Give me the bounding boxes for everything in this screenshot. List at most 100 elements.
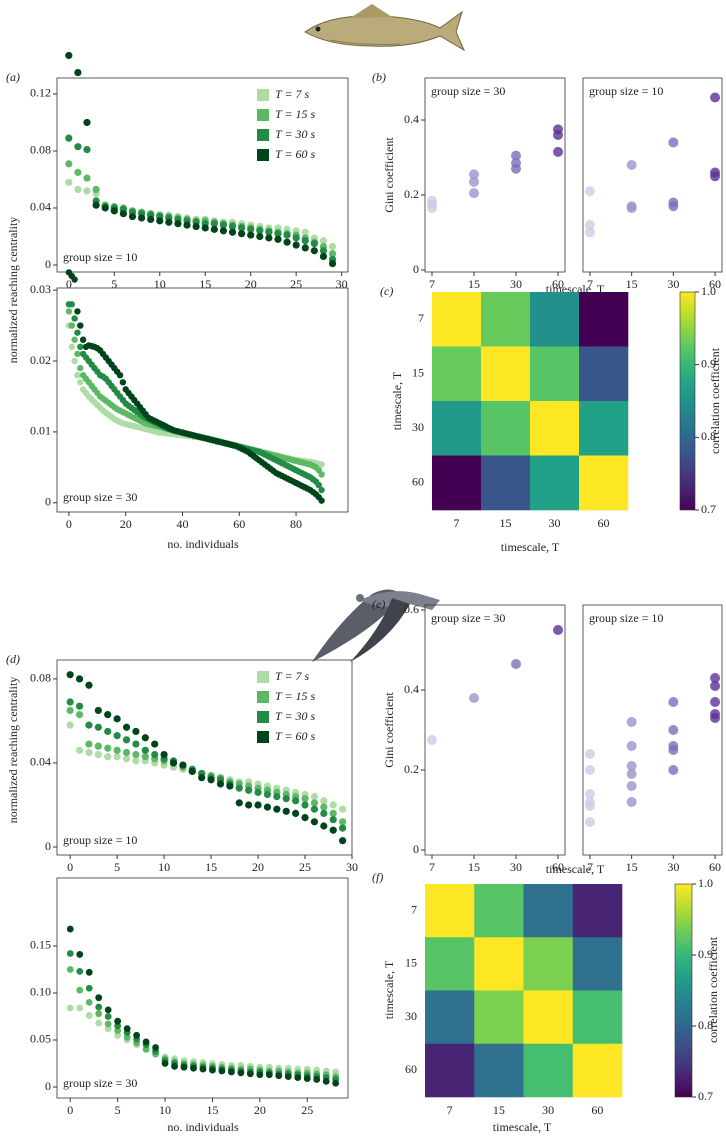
y-axis-label: normalized reaching centrality [6,677,20,824]
data-point [161,1060,169,1067]
data-point [113,732,121,740]
data-point [319,237,328,245]
axes-frame [56,287,349,513]
y-tick-label: 30 [412,420,424,434]
data-point [294,1074,302,1081]
data-point [626,717,637,727]
x-tick-label: 30 [336,277,348,291]
x-tick-label: 15 [626,277,638,291]
data-point [77,364,84,372]
data-point [329,816,337,824]
data-point [265,234,273,242]
panel-label: (d) [6,652,20,666]
data-point [85,748,93,757]
x-tick-label: 15 [500,516,512,530]
x-tick-label: 60 [552,860,564,874]
data-point [292,809,300,817]
data-point [85,740,93,748]
data-point [339,824,347,832]
annotation: group size = 10 [63,833,137,847]
data-point [328,250,337,258]
data-point [320,803,328,811]
data-point [626,203,637,214]
heatmap-cell [530,401,580,456]
data-point [283,231,291,239]
y-tick-label: 0 [45,257,51,271]
data-point [511,163,521,174]
data-point [320,822,328,830]
legend-label: T = 7 s [275,669,310,683]
data-point [247,231,255,239]
data-point [95,1010,103,1018]
colorbar [679,291,696,511]
data-point [75,746,84,754]
data-point [74,68,82,77]
data-point [85,998,93,1006]
data-point [113,715,121,723]
heatmap-cell [474,1043,524,1098]
data-point [710,697,721,707]
data-point [584,186,595,197]
data-point [209,1066,216,1074]
data-point [328,242,337,251]
data-point [254,801,262,809]
y-tick-label: 0 [45,495,51,509]
data-point [218,1067,226,1075]
data-point [320,797,328,805]
heatmap-cell [530,346,580,402]
data-point [584,765,595,775]
x-tick-label: 15 [199,277,211,291]
heatmap-cell [523,1043,574,1098]
heatmap-cell [474,884,524,938]
heatmap-cell [523,884,574,938]
x-tick-label: 30 [510,860,522,874]
data-point [668,725,679,735]
data-point [94,742,102,750]
x-tick-label: 60 [709,277,721,291]
data-point [238,224,246,232]
data-point [133,1031,141,1039]
data-point [210,220,218,228]
data-point [247,225,255,233]
x-tick-label: 30 [667,277,679,291]
data-point [310,240,318,248]
data-point [228,222,237,231]
data-point [141,753,149,761]
x-tick-label: 7 [429,860,435,874]
data-point [469,169,479,180]
x-tick-label: 10 [154,277,166,291]
annotation: group size = 10 [589,611,663,625]
data-point [74,371,81,379]
data-point [65,308,73,315]
x-tick-label: 60 [233,517,245,531]
y-tick-label: 7 [418,311,424,325]
data-point [85,1012,93,1019]
legend-swatch [257,109,269,121]
data-point [94,706,102,715]
colorbar-tick-label: 1.0 [701,284,716,298]
data-point [282,807,290,815]
x-tick-label: 15 [205,860,217,874]
data-point [668,697,679,707]
data-point [142,1045,150,1053]
x-tick-label: 20 [120,517,132,531]
data-point [553,146,563,157]
data-point [256,232,264,241]
data-point [94,750,102,759]
data-point [77,322,84,329]
data-point [75,675,84,683]
heatmap-cell [432,401,482,456]
data-point [119,210,127,218]
data-point [469,188,479,199]
y-tick-label: 15 [405,956,417,970]
data-point [190,1064,197,1072]
x-tick-label: 30 [549,516,561,530]
data-point [169,759,178,767]
data-point [292,797,300,805]
data-point [319,247,328,255]
data-point [104,1013,112,1020]
data-point [104,753,112,761]
x-tick-label: 0 [66,517,72,531]
y-tick-label: 0.01 [30,424,51,438]
